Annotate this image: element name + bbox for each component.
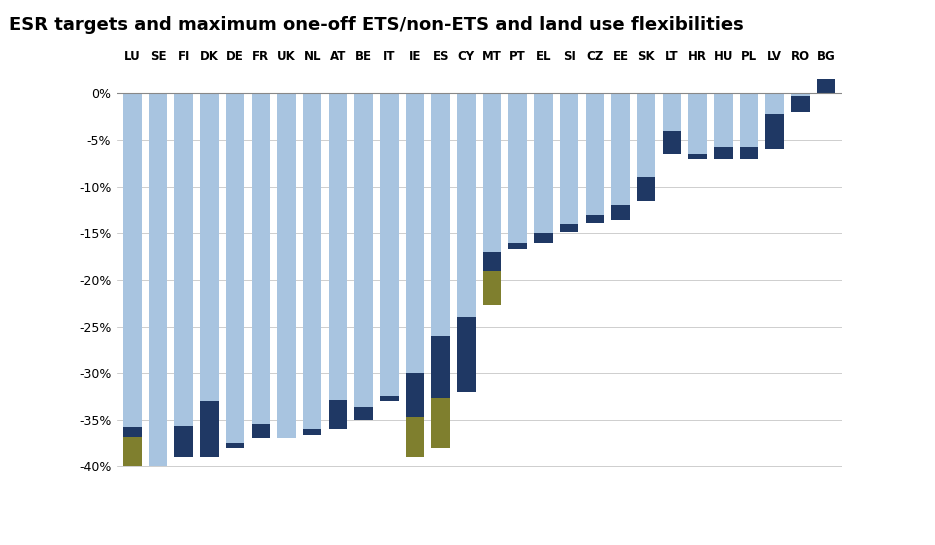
Bar <box>766 93 784 149</box>
Bar <box>585 215 604 223</box>
Bar <box>560 224 579 232</box>
Bar <box>482 252 501 270</box>
Bar <box>149 93 167 467</box>
Bar <box>406 93 424 373</box>
Bar <box>791 96 810 112</box>
Bar <box>688 93 707 159</box>
Bar <box>740 93 758 159</box>
Bar <box>123 93 141 427</box>
Bar <box>611 205 630 220</box>
Bar <box>431 93 450 336</box>
Bar <box>663 93 682 131</box>
Bar <box>226 93 244 448</box>
Bar <box>175 93 193 457</box>
Bar <box>482 93 501 252</box>
Bar <box>509 243 527 249</box>
Bar <box>175 426 193 457</box>
Bar <box>328 400 347 429</box>
Bar <box>328 93 347 429</box>
Bar <box>611 93 630 205</box>
Bar <box>457 317 476 392</box>
Bar <box>303 93 322 429</box>
Bar <box>226 443 244 448</box>
Bar <box>200 93 219 457</box>
Bar <box>354 407 373 420</box>
Bar <box>457 93 476 317</box>
Bar <box>637 177 655 201</box>
Bar <box>431 398 450 448</box>
Bar <box>663 131 682 154</box>
Bar <box>560 93 579 224</box>
Bar <box>252 93 270 438</box>
Bar <box>637 93 655 177</box>
Bar <box>303 429 322 435</box>
Bar <box>740 148 758 159</box>
Bar <box>380 93 398 401</box>
Bar <box>688 154 707 159</box>
Bar <box>431 336 450 398</box>
Bar <box>277 93 295 438</box>
Bar <box>534 233 553 243</box>
Bar <box>252 425 270 438</box>
Text: ESR targets and maximum one-off ETS/non-ETS and land use flexibilities: ESR targets and maximum one-off ETS/non-… <box>9 16 744 34</box>
Bar <box>791 93 810 112</box>
Bar <box>482 270 501 305</box>
Bar <box>123 427 141 438</box>
Bar <box>714 148 732 159</box>
Bar <box>380 396 398 401</box>
Bar <box>766 114 784 149</box>
Bar <box>123 438 141 467</box>
Bar <box>714 93 732 159</box>
Bar <box>509 93 527 243</box>
Bar <box>585 93 604 215</box>
Bar <box>817 80 835 93</box>
Bar <box>406 373 424 417</box>
Bar <box>406 417 424 457</box>
Bar <box>200 401 219 457</box>
Bar <box>534 93 553 233</box>
Bar <box>354 93 373 420</box>
